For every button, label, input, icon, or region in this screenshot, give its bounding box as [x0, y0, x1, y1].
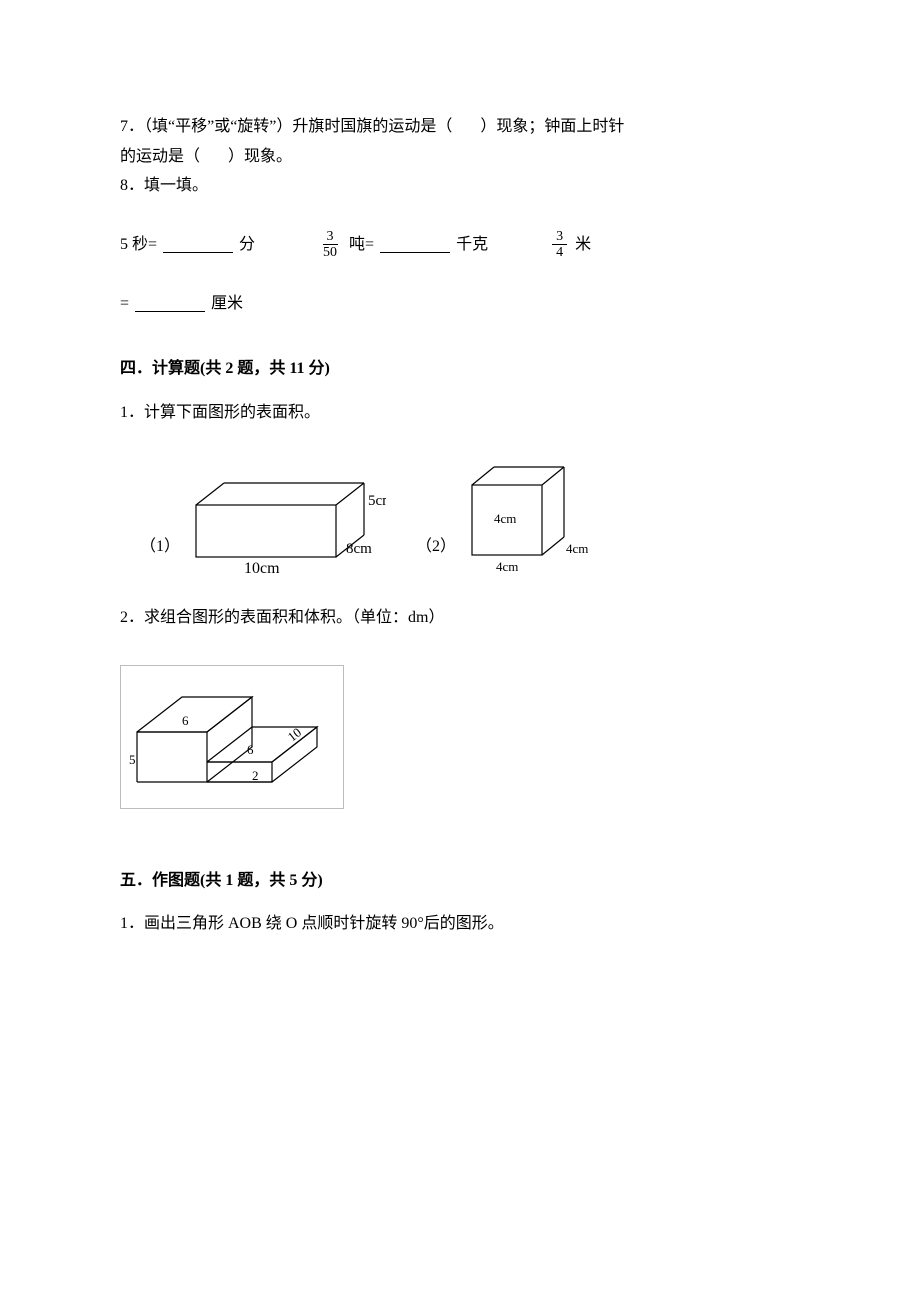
q8-item3-den: 4	[552, 245, 567, 260]
q8-item4-unit: 厘米	[211, 291, 243, 317]
q8-item3-unit: 米	[575, 232, 591, 258]
sec5-q1: 1．画出三角形 AOB 绕 O 点顺时针旋转 90°后的图形。	[120, 911, 920, 937]
q7-text-c: 的运动是（	[120, 148, 200, 165]
comp-l2w: 6	[247, 742, 254, 757]
q8-item1-blank	[163, 236, 233, 253]
q7-blank1	[456, 118, 476, 135]
sec4-q2: 2．求组合图形的表面积和体积。（单位：dm）	[120, 605, 920, 631]
sec4-fig2: （2） 4cm 4cm 4cm	[416, 455, 612, 575]
fig2-c: 4cm	[496, 559, 518, 574]
sec4-fig1-idx: （1）	[140, 534, 180, 560]
q8-item3: 3 4 米	[548, 229, 591, 261]
q8-item4-eq: =	[120, 291, 129, 317]
fig2-a: 4cm	[494, 511, 516, 526]
fig1-h: 5cm	[368, 493, 386, 509]
q7-text-d: ）现象。	[228, 148, 292, 165]
q8-fill-row: 5 秒= 分 3 50 吨= 千克 3 4 米	[120, 229, 920, 261]
comp-l1w: 6	[182, 713, 189, 728]
q8-item2-num: 3	[323, 229, 338, 245]
comp-l1h: 5	[129, 752, 136, 767]
q8-item1: 5 秒= 分	[120, 232, 255, 258]
sec4-q1: 1．计算下面图形的表面积。	[120, 400, 920, 426]
fig1-d: 8cm	[346, 541, 372, 557]
fig2-b: 4cm	[566, 541, 588, 556]
q8-item3-frac: 3 4	[552, 229, 567, 261]
section-4-title: 四．计算题(共 2 题，共 11 分)	[120, 356, 920, 382]
q8-item2: 3 50 吨= 千克	[315, 229, 488, 261]
composite-svg: 6 5 6 2 10	[127, 672, 337, 802]
q8-item1-pre: 5 秒=	[120, 232, 157, 258]
q8-item2-unit: 千克	[456, 232, 488, 258]
q8-item3-num: 3	[552, 229, 567, 245]
q8-item2-den: 50	[319, 245, 341, 260]
sec4-fig1: （1） 5cm 8cm 10cm	[140, 455, 386, 575]
fig1-w: 10cm	[244, 560, 280, 575]
cube-svg: 4cm 4cm 4cm	[462, 455, 612, 575]
q8-item4-blank	[135, 295, 205, 312]
q8-item2-frac: 3 50	[319, 229, 341, 261]
question-7-line1: 7．（填“平移”或“旋转”）升旗时国旗的运动是（ ）现象；钟面上时针	[120, 114, 920, 140]
cuboid-svg: 5cm 8cm 10cm	[186, 455, 386, 575]
q7-text-a: 7．（填“平移”或“旋转”）升旗时国旗的运动是（	[120, 118, 452, 135]
comp-l2h: 2	[252, 768, 259, 783]
q7-blank2	[204, 148, 224, 165]
section-5-title: 五．作图题(共 1 题，共 5 分)	[120, 868, 920, 894]
sec4-fig2-idx: （2）	[416, 534, 456, 560]
sec4-fig-row: （1） 5cm 8cm 10cm （2）	[140, 455, 920, 575]
question-8-label: 8．填一填。	[120, 173, 920, 199]
q8-item4: = 厘米	[120, 291, 243, 317]
q8-item2-blank	[380, 236, 450, 253]
q8-item2-preunit: 吨=	[349, 232, 374, 258]
question-7-line2: 的运动是（ ）现象。	[120, 144, 920, 170]
q8-item1-unit: 分	[239, 232, 255, 258]
sec4-composite-fig: 6 5 6 2 10	[120, 665, 344, 809]
q7-text-b: ）现象；钟面上时针	[480, 118, 624, 135]
